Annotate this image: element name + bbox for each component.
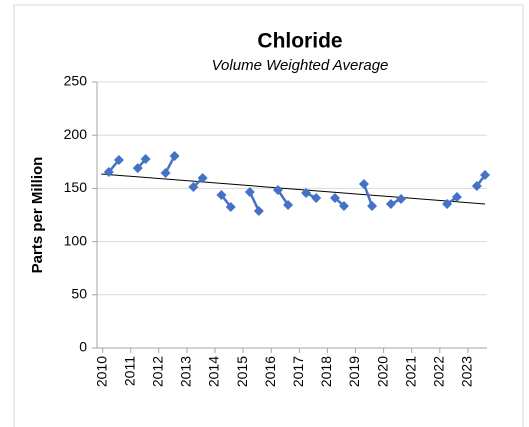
- data-point: [140, 154, 151, 165]
- data-point: [188, 182, 199, 193]
- y-axis-label: Parts per Million: [29, 157, 46, 274]
- x-tick-label: 2011: [121, 356, 137, 386]
- data-point: [385, 199, 396, 210]
- y-tick-label: 50: [71, 286, 87, 302]
- y-tick-label: 100: [64, 232, 88, 248]
- x-tick-label: 2021: [402, 356, 418, 387]
- data-point: [216, 189, 227, 200]
- x-tick-label: 2018: [318, 356, 334, 387]
- data-point: [283, 199, 294, 210]
- x-tick-label: 2022: [430, 356, 446, 387]
- data-point: [225, 202, 236, 213]
- data-point: [396, 194, 407, 205]
- x-tick-label: 2017: [290, 356, 306, 387]
- series-line: [362, 183, 374, 207]
- data-point: [480, 169, 491, 180]
- y-tick-label: 250: [64, 73, 88, 89]
- data-point: [113, 154, 124, 165]
- chart-title: Chloride: [257, 30, 342, 53]
- data-point: [301, 187, 312, 198]
- y-tick-label: 0: [79, 339, 87, 355]
- data-point: [451, 192, 462, 203]
- x-tick-label: 2019: [346, 356, 362, 387]
- data-point: [103, 167, 114, 178]
- x-tick-label: 2015: [234, 356, 250, 387]
- data-point: [311, 192, 322, 203]
- data-point: [329, 192, 340, 203]
- trendline: [101, 173, 486, 205]
- y-tick-label: 150: [64, 179, 88, 195]
- data-point: [442, 199, 453, 210]
- data-point: [358, 179, 369, 190]
- x-tick-label: 2020: [374, 356, 390, 387]
- data-point: [338, 200, 349, 211]
- data-point: [244, 187, 255, 198]
- x-tick-label: 2013: [178, 356, 194, 387]
- data-point: [272, 184, 283, 195]
- data-point: [367, 200, 378, 211]
- x-tick-label: 2010: [93, 356, 109, 387]
- y-tick-label: 200: [64, 126, 88, 142]
- data-point: [169, 150, 180, 161]
- x-tick-label: 2012: [150, 356, 166, 387]
- chart-border: [13, 4, 524, 427]
- x-tick-label: 2023: [459, 356, 475, 387]
- data-point: [197, 172, 208, 183]
- data-point: [160, 167, 171, 178]
- x-tick-label: 2016: [262, 356, 278, 387]
- data-point: [253, 205, 264, 216]
- data-point: [132, 163, 143, 174]
- data-point: [471, 180, 482, 191]
- x-tick-label: 2014: [206, 356, 222, 387]
- chart-subtitle: Volume Weighted Average: [212, 57, 389, 74]
